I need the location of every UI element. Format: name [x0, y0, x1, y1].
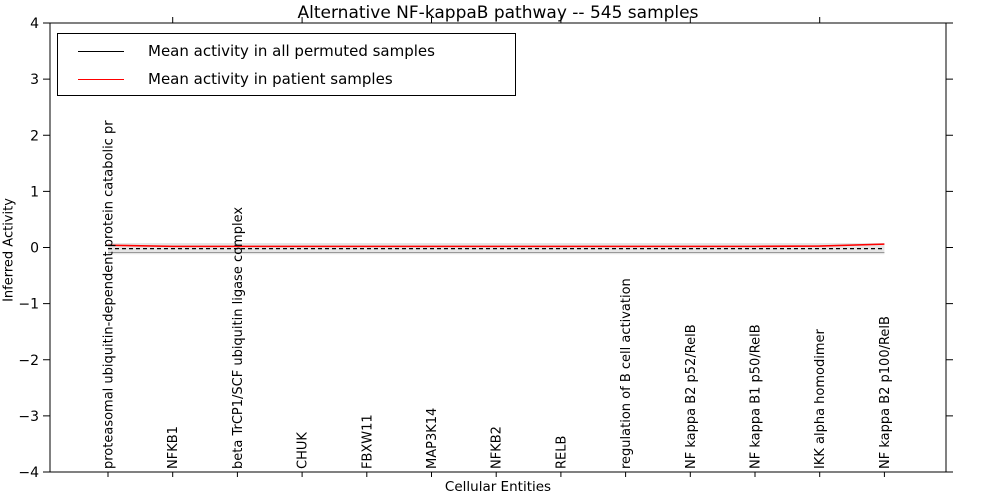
legend-line-permuted-swatch: [78, 50, 124, 52]
legend: Mean activity in all permuted samples Me…: [57, 33, 516, 96]
x-category-label: NF kappa B2 p52/RelB: [684, 324, 699, 469]
x-category-label: proteasomal ubiquitin-dependent protein …: [102, 120, 117, 469]
legend-line-patient-swatch: [78, 78, 124, 80]
y-tick-label: −4: [18, 465, 39, 481]
x-axis-label: Cellular Entities: [444, 479, 552, 495]
y-tick-label: 1: [30, 184, 39, 200]
y-axis-label: Inferred Activity: [1, 198, 17, 302]
x-category-label: CHUK: [296, 432, 311, 469]
x-category-label: beta TrCP1/SCF ubiquitin ligase complex: [231, 207, 246, 469]
patient-mean-line: [107, 243, 885, 248]
y-tick-label: 0: [30, 241, 39, 257]
x-category-label: MAP3K14: [425, 408, 440, 469]
x-category-label: FBXW11: [360, 414, 375, 469]
legend-label-permuted: Mean activity in all permuted samples: [148, 42, 435, 60]
y-tick-label: −3: [18, 409, 39, 425]
y-tick-label: −2: [18, 353, 39, 369]
x-category-label: NF kappa B1 p50/RelB: [749, 324, 764, 469]
y-tick-label: −1: [18, 297, 39, 313]
x-category-label: regulation of B cell activation: [619, 278, 634, 469]
legend-entry-patient: Mean activity in patient samples: [58, 65, 515, 93]
x-category-label: RELB: [554, 436, 569, 469]
y-tick-label: 3: [30, 72, 39, 88]
x-category-label: NFKB2: [490, 426, 505, 469]
legend-entry-permuted: Mean activity in all permuted samples: [58, 37, 515, 65]
legend-label-patient: Mean activity in patient samples: [148, 70, 393, 88]
x-category-label: IKK alpha homodimer: [813, 328, 828, 469]
y-tick-label: 4: [30, 16, 39, 32]
y-tick-label: 2: [30, 128, 39, 144]
x-category-label: NF kappa B2 p100/RelB: [878, 316, 893, 469]
chart-title: Alternative NF-kappaB pathway -- 545 sam…: [297, 3, 699, 23]
x-category-label: NFKB1: [166, 426, 181, 469]
